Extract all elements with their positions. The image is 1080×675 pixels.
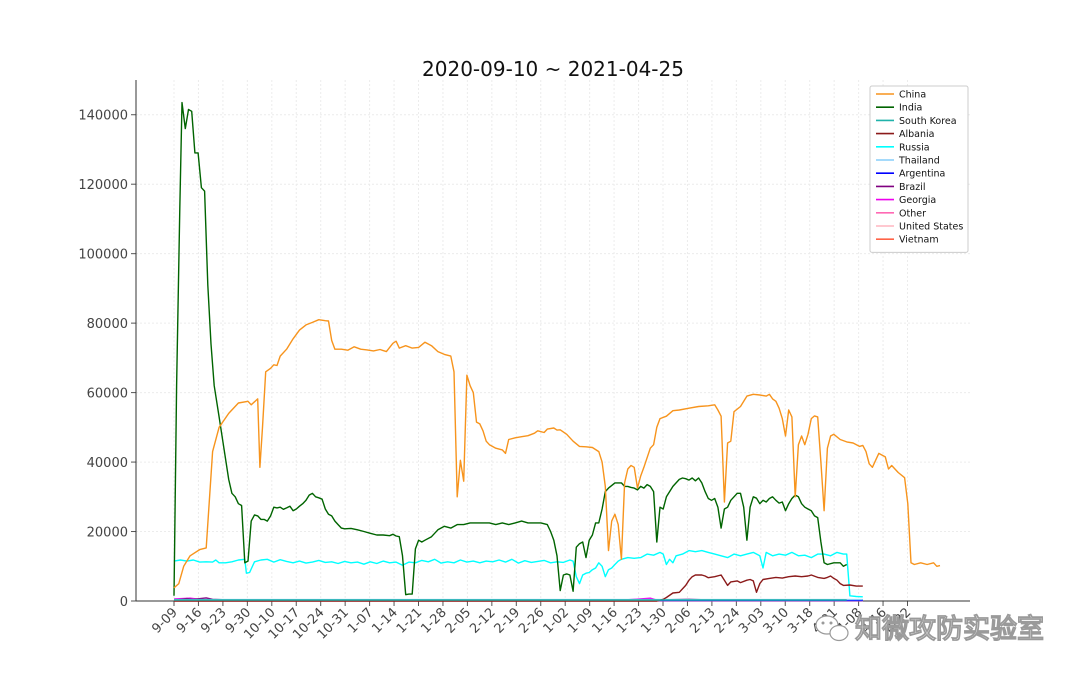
x-tick-label: 9-09 xyxy=(149,605,180,636)
chart-title: 2020-09-10 ~ 2021-04-25 xyxy=(422,57,684,81)
x-tick-label: 1-30 xyxy=(638,605,669,636)
legend-box xyxy=(869,85,969,253)
series-line-albania xyxy=(174,574,863,602)
y-tick-label: 120000 xyxy=(78,178,128,193)
legend-entry: Argentina xyxy=(899,169,945,180)
x-tick-label: 2-26 xyxy=(516,605,547,636)
watermark-text: 知微攻防实验室 xyxy=(855,613,1044,645)
legend-entry: China xyxy=(899,90,926,101)
x-tick-label: 1-09 xyxy=(565,605,596,636)
legend-entry: Albania xyxy=(899,129,934,140)
legend-entry: Thailand xyxy=(898,156,940,167)
grid xyxy=(136,80,970,602)
x-tick-label: 2-12 xyxy=(467,605,498,636)
x-tick-label: 2-06 xyxy=(663,605,694,636)
x-tick-label: 3-10 xyxy=(761,605,792,636)
y-tick-label: 100000 xyxy=(78,248,128,263)
legend-entry: Other xyxy=(899,208,926,219)
x-tick-label: 3-03 xyxy=(736,605,767,636)
x-tick-label: 1-14 xyxy=(369,605,400,636)
series-lines xyxy=(173,101,941,602)
x-tick-label: 1-07 xyxy=(345,605,376,636)
y-tick-label: 20000 xyxy=(87,526,128,541)
x-tick-label: 2-24 xyxy=(712,605,743,636)
x-tick-label: 2-19 xyxy=(492,605,523,636)
legend-entry: Vietnam xyxy=(899,235,939,246)
x-tick-label: 1-16 xyxy=(589,605,620,636)
x-tick-label: 1-23 xyxy=(614,605,645,636)
legend: China India South Korea Albania Russia Thaila… xyxy=(869,85,969,253)
x-tick-label: 1-28 xyxy=(418,605,449,636)
x-tick-label: 3-18 xyxy=(785,605,816,636)
series-line-china xyxy=(173,319,941,589)
x-tick-label: 2-13 xyxy=(687,605,718,636)
series-line-india xyxy=(173,101,848,596)
y-tick-label: 60000 xyxy=(87,387,128,402)
x-tick-label: 9-23 xyxy=(198,605,229,636)
legend-entry: United States xyxy=(899,222,963,233)
x-tick-label: 2-05 xyxy=(443,605,474,636)
wechat-icon xyxy=(815,615,849,642)
y-tick-label: 40000 xyxy=(87,456,128,471)
x-tick-label: 1-21 xyxy=(394,605,425,636)
legend-entry: India xyxy=(899,103,922,114)
legend-entry: Russia xyxy=(899,142,930,153)
legend-entry: Georgia xyxy=(899,195,936,206)
legend-entry: Brazil xyxy=(899,182,926,193)
watermark: 知微攻防实验室 xyxy=(815,613,1044,645)
x-tick-label: 9-16 xyxy=(174,605,205,636)
x-tick-label: 1-02 xyxy=(541,605,572,636)
legend-entry: South Korea xyxy=(899,116,957,127)
series-line-russia xyxy=(173,549,863,598)
y-tick-label: 80000 xyxy=(87,317,128,332)
y-tick-label: 0 xyxy=(120,595,128,610)
y-tick-label: 140000 xyxy=(78,109,128,124)
